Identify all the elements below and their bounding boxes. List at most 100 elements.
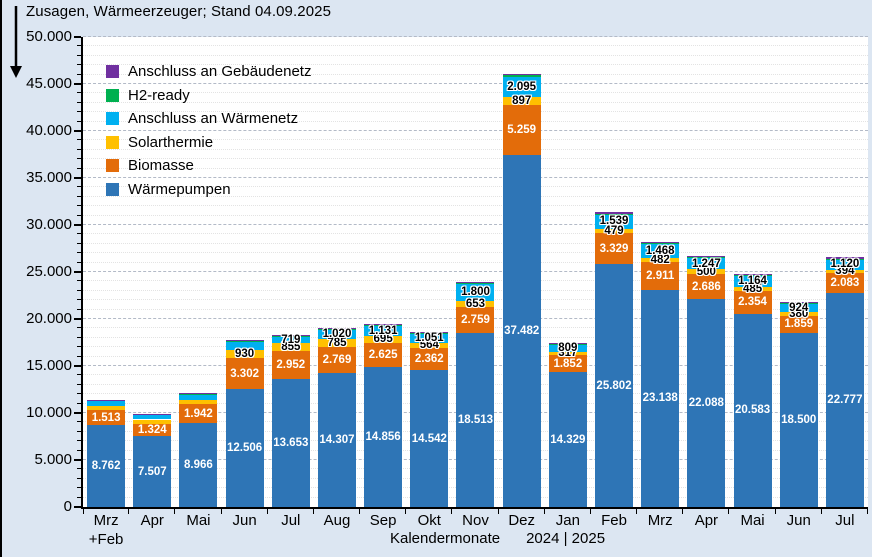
legend-item: Biomasse bbox=[106, 154, 311, 178]
segment-solarthermie bbox=[364, 336, 403, 343]
x-axis-tick bbox=[83, 509, 84, 514]
gridline-major bbox=[83, 83, 868, 84]
segment-anschluss-an-w-rmenetz bbox=[179, 393, 218, 400]
legend-item: Solarthermie bbox=[106, 131, 311, 155]
bar-column-nov: 18.513 2.759 653 1.800 bbox=[452, 37, 498, 507]
segment-w-rmepumpen bbox=[410, 370, 449, 507]
segment-anschluss-an-w-rmenetz bbox=[271, 336, 310, 343]
x-axis-category-label: Jul bbox=[268, 511, 314, 530]
x-axis-category-line: Feb bbox=[601, 512, 627, 529]
y-axis-tick-label: 50.000 bbox=[26, 28, 72, 45]
segment-value-label: 2.759 bbox=[461, 314, 490, 327]
segment-solarthermie bbox=[410, 342, 449, 349]
y-axis-tick bbox=[77, 487, 81, 489]
segment-anschluss-an-geb-udenetz bbox=[733, 274, 772, 276]
x-axis-category-label: Mrz bbox=[637, 511, 683, 530]
legend: Anschluss an Gebäudenetz H2-ready Anschlus… bbox=[106, 60, 311, 201]
segment-value-label: 5.259 bbox=[507, 123, 537, 136]
segment-value-label: 479 bbox=[604, 224, 624, 237]
x-axis-tick bbox=[820, 509, 822, 514]
segment-biomasse bbox=[687, 274, 726, 300]
segment-anschluss-an-w-rmenetz bbox=[410, 332, 449, 343]
segment-solarthermie bbox=[179, 399, 218, 405]
segment-anschluss-an-geb-udenetz bbox=[225, 340, 264, 341]
segment-value-label: 930 bbox=[235, 348, 255, 361]
segment-solarthermie bbox=[87, 405, 126, 411]
x-axis-category-line: Jan bbox=[555, 512, 580, 529]
y-axis-tick bbox=[74, 130, 81, 132]
segment-value-label: 897 bbox=[512, 95, 532, 108]
segment-solarthermie bbox=[271, 342, 310, 351]
gridline-minor bbox=[83, 101, 868, 103]
segment-value-label: 37.482 bbox=[504, 324, 540, 337]
segment-biomasse bbox=[271, 350, 310, 379]
gridline-minor bbox=[83, 195, 868, 197]
segment-value-label: 8.966 bbox=[184, 458, 213, 471]
segment-value-label: 809 bbox=[558, 342, 578, 355]
x-axis-category-label: Mrz +Feb bbox=[83, 511, 129, 549]
segment-value-label: 695 bbox=[373, 333, 393, 346]
x-axis-category-line: Sep bbox=[369, 512, 397, 529]
segment-w-rmepumpen bbox=[225, 389, 264, 507]
x-axis-category-label: Apr bbox=[683, 511, 729, 530]
segment-w-rmepumpen bbox=[179, 422, 218, 507]
segment-anschluss-an-w-rmenetz bbox=[548, 344, 587, 352]
segment-solarthermie bbox=[225, 349, 264, 359]
segment-value-label: 1.247 bbox=[691, 257, 721, 270]
segment-value-label: 1.513 bbox=[91, 411, 121, 424]
x-axis-category-line: Mai bbox=[186, 512, 211, 529]
y-axis-tick bbox=[77, 355, 81, 357]
y-axis-tick bbox=[77, 289, 81, 291]
x-axis-category-line: Okt bbox=[417, 512, 441, 529]
y-axis-tick bbox=[74, 36, 81, 38]
legend-swatch bbox=[106, 112, 119, 126]
segment-anschluss-an-w-rmenetz bbox=[595, 214, 634, 229]
segment-w-rmepumpen bbox=[133, 436, 172, 507]
segment-biomasse bbox=[641, 262, 680, 290]
x-axis-tick bbox=[128, 509, 130, 514]
segment-biomasse bbox=[825, 273, 864, 293]
y-axis-tick bbox=[74, 271, 81, 273]
y-axis-tick bbox=[74, 412, 81, 414]
y-axis-tick-label: 25.000 bbox=[26, 263, 72, 280]
y-axis-tick bbox=[77, 421, 81, 423]
segment-value-label: 785 bbox=[327, 336, 347, 349]
down-arrow-icon bbox=[8, 6, 24, 83]
segment-biomasse bbox=[364, 342, 403, 368]
segment-value-label: 3.302 bbox=[230, 367, 259, 380]
segment-value-label: 2.362 bbox=[414, 353, 444, 366]
segment-value-label: 924 bbox=[789, 301, 809, 314]
segment-value-label: 20.583 bbox=[734, 404, 771, 417]
segment-anschluss-an-geb-udenetz bbox=[456, 282, 495, 284]
segment-value-label: 14.307 bbox=[319, 433, 355, 446]
y-axis-tick bbox=[77, 374, 81, 376]
bar-column-dez: 37.482 5.259 897 2.095 bbox=[499, 37, 545, 507]
segment-value-label: 380 bbox=[789, 307, 809, 320]
y-axis-tick bbox=[77, 440, 81, 442]
y-axis-tick bbox=[77, 280, 81, 282]
y-axis-tick bbox=[77, 336, 81, 338]
y-axis-tick bbox=[77, 148, 81, 150]
y-axis-tick bbox=[77, 120, 81, 122]
gridline-minor bbox=[83, 45, 868, 47]
gridline-minor bbox=[83, 280, 868, 282]
legend-swatch bbox=[106, 65, 119, 79]
x-axis-tick bbox=[266, 509, 268, 514]
x-axis-category-line: Apr bbox=[140, 512, 164, 529]
x-axis-tick bbox=[220, 509, 222, 514]
y-axis-tick bbox=[77, 252, 81, 254]
segment-value-label: 1.859 bbox=[784, 318, 814, 331]
x-axis-category-label: Apr bbox=[129, 511, 175, 530]
x-axis-labels: Mrz +Feb Apr Mai Jun Jul Aug Sep Okt Nov Dez Jan Feb… bbox=[83, 511, 868, 551]
segment-anschluss-an-geb-udenetz bbox=[687, 256, 726, 258]
segment-value-label: 719 bbox=[281, 333, 301, 346]
segment-biomasse bbox=[733, 291, 772, 314]
segment-value-label: 317 bbox=[558, 347, 578, 360]
x-axis-category-label: Mai bbox=[175, 511, 221, 530]
x-axis-category-line: Mrz bbox=[93, 512, 119, 529]
segment-h2-ready bbox=[502, 75, 541, 78]
segment-value-label: 485 bbox=[742, 283, 763, 296]
segment-value-label: 1.852 bbox=[553, 357, 583, 370]
x-axis-title: Kalendermonate 2024 | 2025 bbox=[390, 530, 605, 547]
legend-item: H2-ready bbox=[106, 84, 311, 108]
